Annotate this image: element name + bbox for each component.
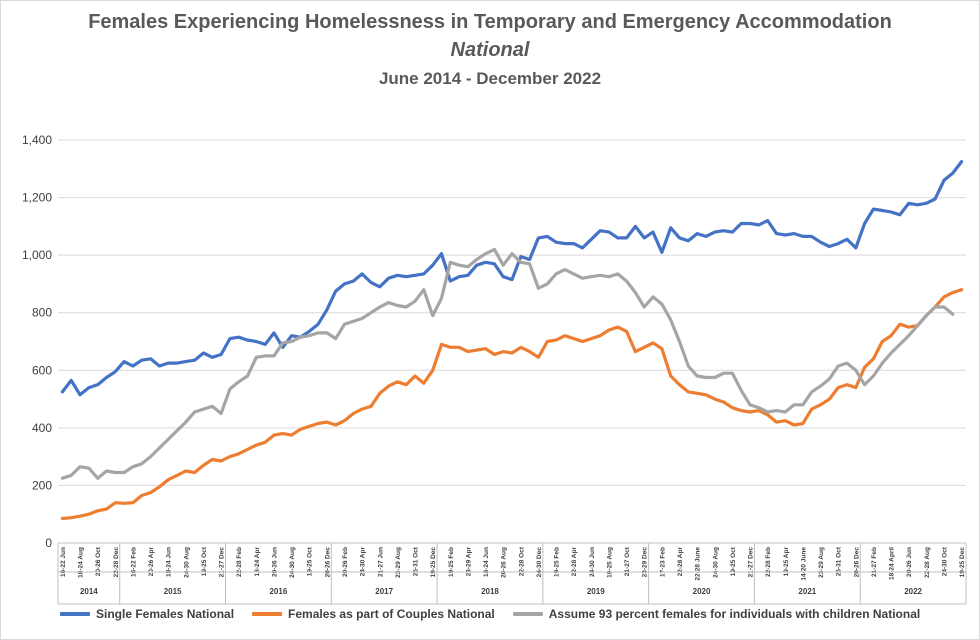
legend-swatch <box>512 612 543 616</box>
x-tick-label: 19-25 Apr <box>783 547 790 577</box>
y-tick-label: 1,400 <box>22 133 52 147</box>
x-tick-label: 24-30 Aug <box>183 547 190 578</box>
x-tick-label: 20-26 Jun <box>906 547 913 577</box>
x-tick-label: 18-24 April <box>889 547 896 580</box>
legend-label: Single Females National <box>96 607 235 621</box>
y-tick-label: 1,000 <box>22 248 52 262</box>
x-tick-label: 19-25 Feb <box>554 547 561 577</box>
year-label: 2022 <box>904 587 922 596</box>
x-tick-label: 22-28 Apr <box>677 547 684 577</box>
x-tick-label: 17-23 Feb <box>659 547 666 577</box>
x-tick-label: 21-27 Dec <box>219 547 226 578</box>
x-tick-label: 19-25 Dec <box>430 547 437 578</box>
x-tick-label: 24-30 Aug <box>712 547 719 578</box>
year-label: 2016 <box>269 587 287 596</box>
y-tick-label: 800 <box>32 306 52 320</box>
x-tick-label: 24-30 Aug <box>289 547 296 578</box>
x-tick-label: 16-22 Jun <box>60 547 67 577</box>
legend-swatch <box>252 612 283 616</box>
x-tick-label: 25-31 Oct <box>413 546 420 576</box>
x-tick-label: 14-20 June <box>800 547 807 581</box>
x-tick-label: 18-24 Apr <box>254 547 261 577</box>
x-tick-label: 23-29 Apr <box>465 547 472 577</box>
legend-swatch <box>60 612 90 616</box>
x-tick-label: 21-27 Dec <box>748 547 755 578</box>
x-tick-label: 22-28 June <box>695 547 702 581</box>
year-label: 2021 <box>798 587 816 596</box>
y-tick-label: 200 <box>32 478 52 492</box>
x-tick-label: 19-25 Oct <box>730 546 737 576</box>
year-label: 2017 <box>375 587 393 596</box>
x-tick-label: 22-28 Oct <box>518 546 525 576</box>
x-tick-label: 22-28 Dec <box>113 547 120 578</box>
y-tick-label: 1,200 <box>22 191 52 205</box>
x-tick-label: 24-30 Jun <box>589 547 596 577</box>
year-label: 2014 <box>80 587 98 596</box>
x-tick-label: 23-29 Dec <box>642 547 649 578</box>
legend-label: Assume 93 percent females for individual… <box>548 607 921 621</box>
year-label: 2019 <box>587 587 605 596</box>
x-tick-label: 19-25 Oct <box>201 546 208 576</box>
x-tick-label: 23-29 Aug <box>818 547 825 578</box>
x-tick-label: 22-28 Feb <box>765 547 772 577</box>
year-label: 2015 <box>164 587 182 596</box>
x-tick-label: 19-25 Oct <box>307 546 314 576</box>
x-tick-label: 20-26 Dec <box>853 547 860 578</box>
x-tick-label: 20-26 Feb <box>342 547 349 577</box>
x-tick-label: 20-26 Aug <box>501 547 508 578</box>
x-tick-label: 25-31 Oct <box>836 546 843 576</box>
x-tick-label: 19-25 Dec <box>959 547 966 578</box>
x-tick-label: 24-30 Dec <box>536 547 543 578</box>
chart-subtitle: National <box>450 39 530 61</box>
x-tick-label: 22-28 Feb <box>236 547 243 577</box>
chart-legend: Single Females National Females as part o… <box>60 607 970 621</box>
x-tick-label: 21-27 Jun <box>377 547 384 577</box>
chart-titles: Females Experiencing Homelessness in Tem… <box>0 8 980 92</box>
legend-item: Single Females National <box>60 607 234 621</box>
x-tick-label: 20-26 Apr <box>148 547 155 577</box>
x-tick-label: 20-26 Jun <box>271 547 278 577</box>
series-line <box>60 288 964 521</box>
x-tick-label: 22-28 Aug <box>924 547 931 578</box>
legend-label: Females as part of Couples National <box>288 607 495 621</box>
year-label: 2020 <box>693 587 711 596</box>
x-tick-label: 19-25 Aug <box>606 547 613 578</box>
chart-date-range: June 2014 - December 2022 <box>378 69 602 88</box>
x-tick-label: 18-24 Jun <box>483 547 490 577</box>
year-label: 2018 <box>481 587 499 596</box>
y-tick-label: 600 <box>32 363 52 377</box>
x-tick-label: 20-26 Oct <box>95 546 102 576</box>
chart-title: Females Experiencing Homelessness in Tem… <box>88 11 892 33</box>
x-tick-label: 19-25 Feb <box>448 547 455 577</box>
x-tick-label: 21-27 Feb <box>871 547 878 577</box>
y-tick-label: 400 <box>32 421 52 435</box>
series-line <box>60 247 955 480</box>
y-tick-label: 0 <box>45 536 52 550</box>
legend-item: Females as part of Couples National <box>252 607 495 621</box>
series-line <box>60 160 964 397</box>
legend-item: Assume 93 percent females for individual… <box>512 607 921 621</box>
x-tick-label: 24-30 Oct <box>941 546 948 576</box>
x-tick-label: 18-24 Aug <box>78 547 85 578</box>
x-tick-label: 21-27 Oct <box>624 546 631 576</box>
x-tick-label: 16-22 Feb <box>130 547 137 577</box>
x-tick-label: 23-29 Aug <box>395 547 402 578</box>
x-tick-label: 20-26 Dec <box>324 547 331 578</box>
x-tick-label: 18-24 Jun <box>166 547 173 577</box>
x-tick-label: 22-28 Apr <box>571 547 578 577</box>
x-tick-label: 24-30 Apr <box>360 547 367 577</box>
